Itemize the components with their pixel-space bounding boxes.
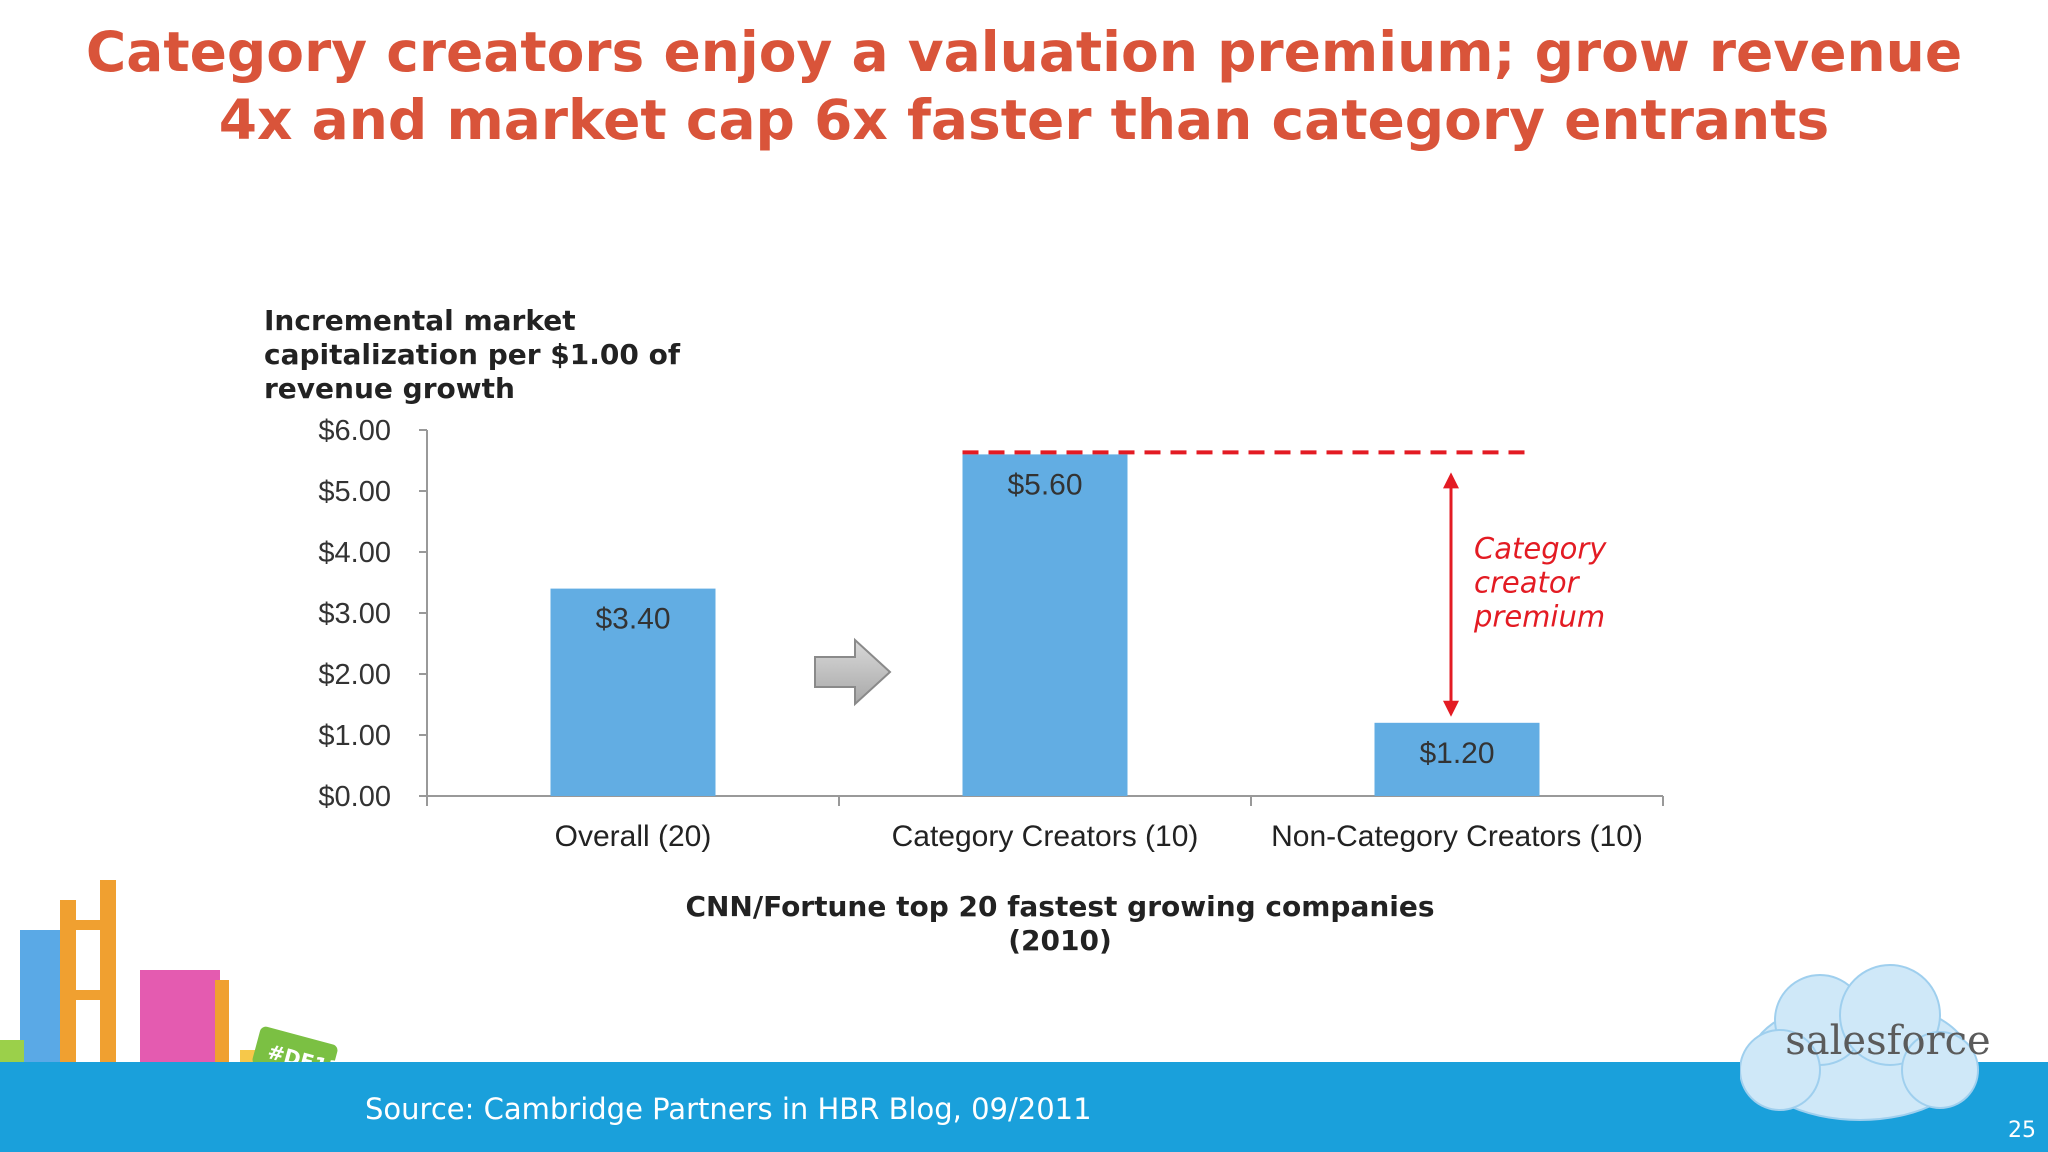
salesforce-cloud-logo <box>1740 964 1979 1121</box>
footer-band <box>0 1062 2048 1152</box>
y-tick-label: $1.00 <box>318 720 391 752</box>
title-line-2: 4x and market cap 6x faster than categor… <box>218 88 1830 152</box>
x-tick-label: Category Creators (10) <box>892 820 1199 853</box>
premium-annotation-text: premium <box>1473 599 1605 633</box>
chart-labels: $0.00 $1.00 $2.00 $3.00 $4.00 $5.00 $6.00 $3.40… <box>318 415 1642 853</box>
premium-arrow-down-head <box>1443 700 1459 717</box>
premium-annotation-text: Category <box>1474 531 1607 565</box>
y-axis-label: Incremental market capitalization per $1… <box>264 304 734 406</box>
page-number: 25 <box>2008 1118 2036 1143</box>
y-axis-label-line: revenue growth <box>264 372 515 405</box>
title-line-1: Category creators enjoy a valuation prem… <box>85 20 1963 84</box>
bar <box>550 588 716 796</box>
y-tick-label: $3.00 <box>318 598 391 630</box>
x-axis-label-line: CNN/Fortune top 20 fastest growing compa… <box>685 890 1435 923</box>
salesforce-logo-text: salesforce <box>1785 1018 1991 1064</box>
x-tick-label: Non-Category Creators (10) <box>1271 820 1643 853</box>
slide-title: Category creators enjoy a valuation prem… <box>0 18 2048 154</box>
bar-value-label: $1.20 <box>1419 737 1494 770</box>
y-axis-label-line: capitalization per $1.00 of <box>264 338 681 371</box>
y-tick-label: $2.00 <box>318 659 391 691</box>
premium-annotation-text: creator <box>1474 565 1581 599</box>
source-note: Source: Cambridge Partners in HBR Blog, … <box>365 1092 1092 1126</box>
bar-value-label: $3.40 <box>595 603 670 636</box>
x-tick-label: Overall (20) <box>555 820 712 853</box>
bar <box>962 454 1128 796</box>
bar <box>1374 722 1540 796</box>
right-arrow-icon <box>814 637 892 707</box>
y-tick-label: $6.00 <box>318 415 391 447</box>
y-axis-label-line: Incremental market <box>264 304 576 337</box>
chart-bars <box>550 454 1540 796</box>
bar-value-label: $5.60 <box>1007 468 1082 501</box>
x-axis-label: CNN/Fortune top 20 fastest growing compa… <box>560 890 1560 958</box>
x-axis-label-line: (2010) <box>1008 924 1112 957</box>
premium-arrow-up-head <box>1443 472 1459 489</box>
y-tick-label: $4.00 <box>318 537 391 569</box>
y-tick-label: $5.00 <box>318 476 391 508</box>
y-tick-label: $0.00 <box>318 781 391 813</box>
